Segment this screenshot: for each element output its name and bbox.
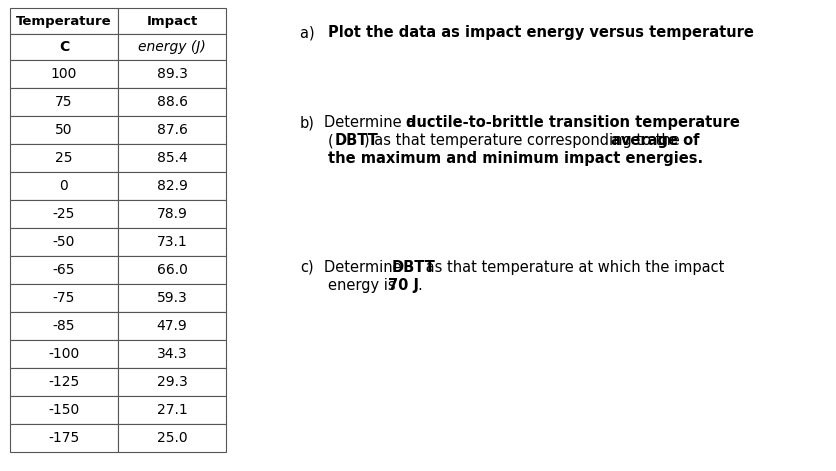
Text: 50: 50: [55, 123, 73, 137]
Text: 25.0: 25.0: [156, 431, 187, 445]
Text: -85: -85: [53, 319, 75, 333]
Text: 88.6: 88.6: [156, 95, 187, 109]
Text: 29.3: 29.3: [156, 375, 187, 389]
Text: 47.9: 47.9: [156, 319, 187, 333]
Bar: [10, 396, 118, 424]
Bar: [10, 312, 118, 340]
Text: energy is: energy is: [328, 278, 400, 293]
Bar: [118, 172, 226, 200]
Bar: [10, 60, 118, 88]
Bar: [10, 200, 118, 228]
Text: 82.9: 82.9: [156, 179, 187, 193]
Text: -25: -25: [53, 207, 75, 221]
Text: b): b): [299, 115, 314, 130]
Bar: [10, 116, 118, 144]
Bar: [118, 228, 226, 256]
Bar: [10, 368, 118, 396]
Bar: [118, 200, 226, 228]
Text: Impact: Impact: [146, 15, 197, 27]
Bar: [118, 396, 226, 424]
Bar: [118, 60, 226, 88]
Bar: [118, 256, 226, 284]
Text: 100: 100: [51, 67, 77, 81]
Bar: [118, 88, 226, 116]
Text: 87.6: 87.6: [156, 123, 187, 137]
Bar: [10, 172, 118, 200]
Text: 34.3: 34.3: [156, 347, 187, 361]
Text: the maximum and minimum impact energies.: the maximum and minimum impact energies.: [328, 151, 702, 166]
Text: 85.4: 85.4: [156, 151, 187, 165]
Text: -50: -50: [53, 235, 75, 249]
Bar: [10, 88, 118, 116]
Bar: [10, 424, 118, 452]
Text: ) as that temperature corresponding to the: ) as that temperature corresponding to t…: [364, 133, 684, 148]
Text: Temperature: Temperature: [16, 15, 112, 27]
Text: -65: -65: [53, 263, 75, 277]
Text: ductile-to-brittle transition temperature: ductile-to-brittle transition temperatur…: [405, 115, 739, 130]
Text: Plot the data as impact energy versus temperature: Plot the data as impact energy versus te…: [328, 25, 753, 40]
Bar: [10, 284, 118, 312]
Text: c): c): [299, 260, 314, 275]
Text: energy (J): energy (J): [138, 40, 206, 54]
Bar: [10, 256, 118, 284]
Text: 0: 0: [59, 179, 69, 193]
Text: 89.3: 89.3: [156, 67, 187, 81]
Text: Determine: Determine: [324, 260, 405, 275]
Text: 66.0: 66.0: [156, 263, 187, 277]
Bar: [118, 312, 226, 340]
Text: DBTT: DBTT: [391, 260, 436, 275]
Text: -75: -75: [53, 291, 75, 305]
Bar: [10, 340, 118, 368]
Text: 70 J: 70 J: [388, 278, 419, 293]
Text: -100: -100: [48, 347, 79, 361]
Text: as that temperature at which the impact: as that temperature at which the impact: [421, 260, 723, 275]
Bar: [10, 34, 118, 60]
Bar: [118, 144, 226, 172]
Bar: [10, 144, 118, 172]
Text: 25: 25: [55, 151, 73, 165]
Text: C: C: [59, 40, 69, 54]
Text: -150: -150: [48, 403, 79, 417]
Text: 75: 75: [55, 95, 73, 109]
Bar: [10, 228, 118, 256]
Text: 78.9: 78.9: [156, 207, 187, 221]
Text: .: .: [416, 278, 421, 293]
Text: DBTT: DBTT: [334, 133, 379, 148]
Text: 27.1: 27.1: [156, 403, 187, 417]
Bar: [118, 368, 226, 396]
Text: -175: -175: [48, 431, 79, 445]
Text: average of: average of: [610, 133, 699, 148]
Text: a): a): [299, 25, 319, 40]
Bar: [118, 8, 226, 34]
Bar: [118, 116, 226, 144]
Bar: [118, 34, 226, 60]
Text: Determine a: Determine a: [324, 115, 420, 130]
Text: 73.1: 73.1: [156, 235, 187, 249]
Text: 59.3: 59.3: [156, 291, 187, 305]
Bar: [118, 340, 226, 368]
Bar: [118, 424, 226, 452]
Bar: [118, 284, 226, 312]
Text: (: (: [328, 133, 334, 148]
Text: -125: -125: [48, 375, 79, 389]
Bar: [10, 8, 118, 34]
